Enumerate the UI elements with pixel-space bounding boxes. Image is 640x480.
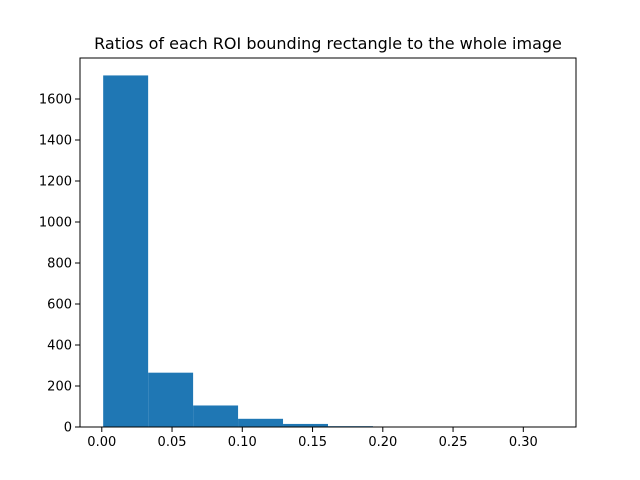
y-tick-label-7: 1400 — [39, 134, 72, 149]
chart-title: Ratios of each ROI bounding rectangle to… — [94, 34, 562, 53]
x-axis: 0.00 0.05 0.10 0.15 0.20 0.25 0.30 — [87, 427, 538, 450]
x-tick-label-4: 0.20 — [368, 435, 397, 450]
histogram-bar-5 — [283, 423, 328, 427]
bars-layer — [103, 75, 553, 428]
y-tick-label-3: 600 — [47, 298, 72, 313]
y-tick-label-8: 1600 — [39, 93, 72, 108]
histogram-bar-2 — [148, 372, 194, 427]
plot-frame — [79, 57, 577, 428]
x-tick-label-1: 0.05 — [158, 435, 187, 450]
x-tick-label-3: 0.15 — [298, 435, 327, 450]
y-tick-label-5: 1000 — [39, 216, 72, 231]
x-tick-label-6: 0.30 — [509, 435, 538, 450]
histogram-bar-4 — [238, 418, 284, 427]
y-tick-label-6: 1200 — [39, 175, 72, 190]
histogram-bar-3 — [193, 405, 239, 427]
y-tick-label-1: 200 — [47, 380, 72, 395]
histogram-bar-1 — [103, 75, 149, 428]
x-tick-label-2: 0.10 — [228, 435, 257, 450]
y-axis: 0 200 400 600 800 1000 1200 1400 1600 — [39, 93, 80, 436]
y-tick-label-0: 0 — [64, 421, 72, 436]
y-tick-label-4: 800 — [47, 257, 72, 272]
x-tick-label-5: 0.25 — [439, 435, 468, 450]
x-tick-label-0: 0.00 — [87, 435, 116, 450]
y-tick-label-2: 400 — [47, 339, 72, 354]
